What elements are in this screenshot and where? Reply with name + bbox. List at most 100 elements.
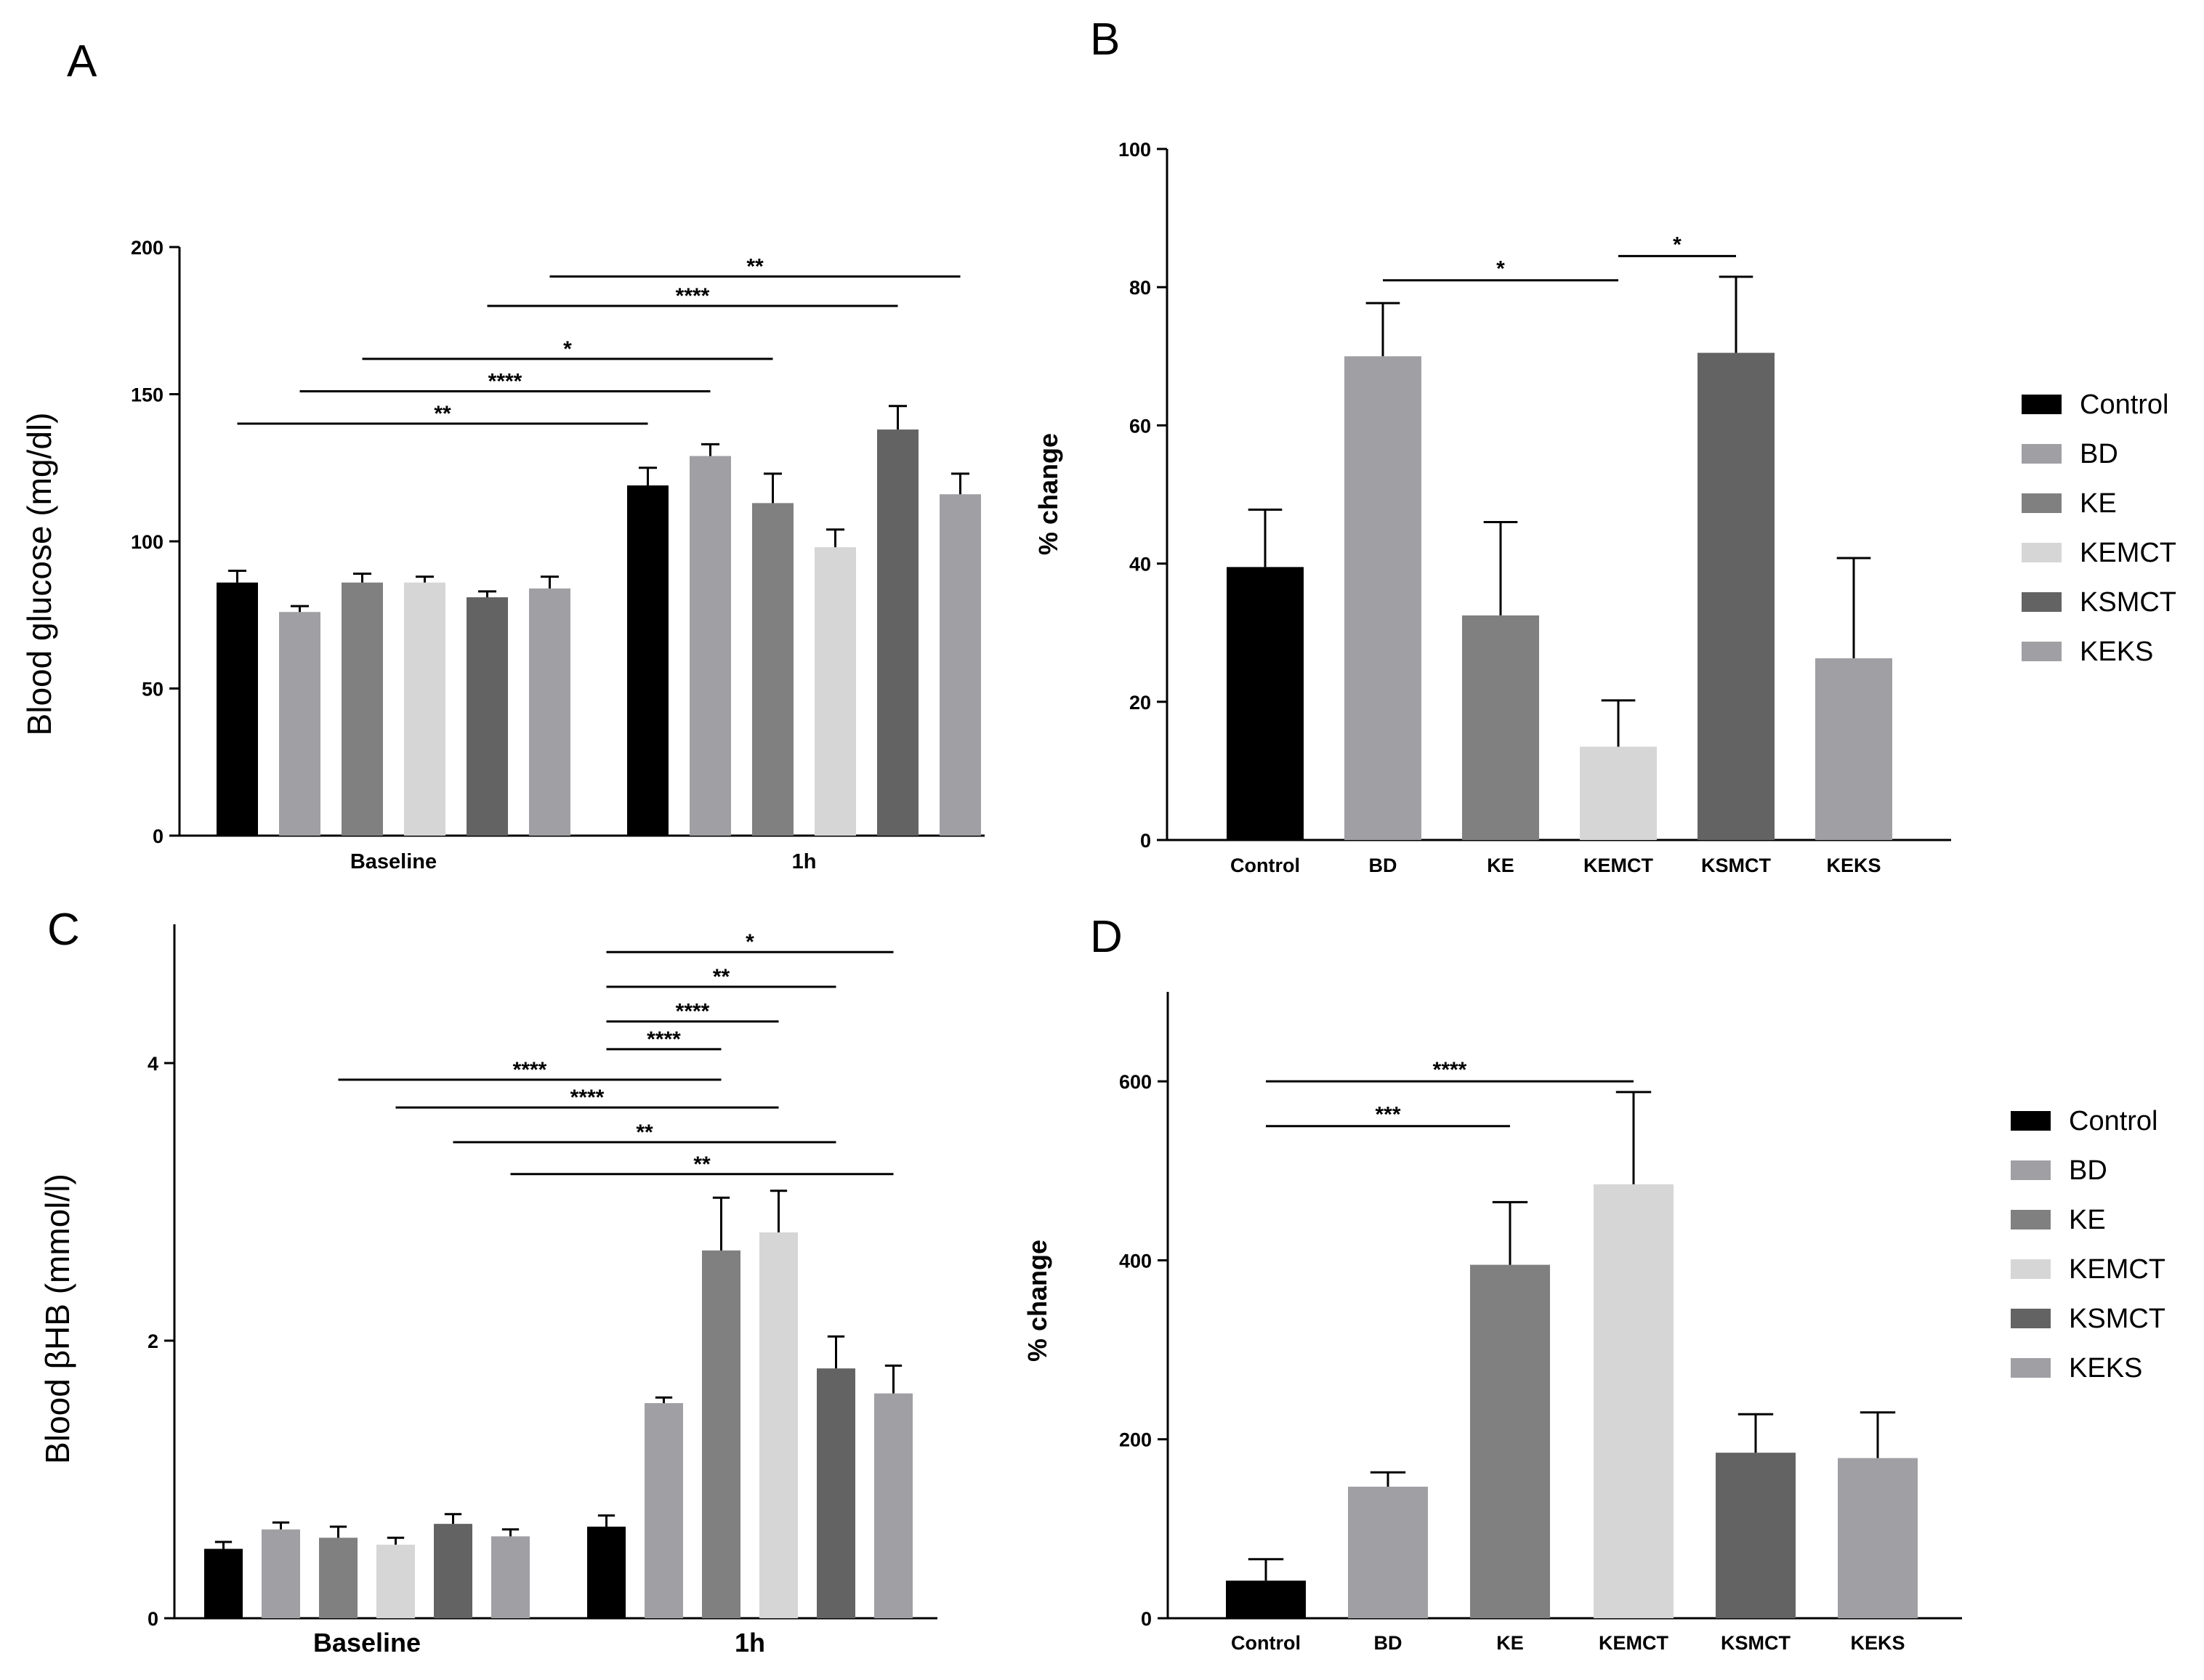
y-tick-label: 150 <box>131 384 164 406</box>
x-category-label: 1h <box>792 850 817 873</box>
legend-top: Control BD KE KEMCT KSMCT KEKS <box>2022 389 2176 667</box>
significance-label: ** <box>713 965 730 989</box>
legend-label: KEKS <box>2080 637 2153 667</box>
bar <box>1462 615 1539 840</box>
significance-label: **** <box>676 284 710 308</box>
bar <box>204 1548 243 1618</box>
y-axis-label: % change <box>1022 1240 1052 1362</box>
bar <box>529 588 570 836</box>
legend-bottom: Control BD KE KEMCT KSMCT KEKS <box>2011 1106 2165 1384</box>
bar <box>1838 1458 1918 1618</box>
legend-swatch <box>2011 1160 2051 1180</box>
legend-swatch <box>2022 444 2062 464</box>
bar <box>645 1402 683 1618</box>
legend-swatch <box>2022 395 2062 414</box>
bar <box>217 582 258 836</box>
significance-label: * <box>1496 257 1505 281</box>
bar <box>1470 1264 1550 1618</box>
x-category-label: Control <box>1230 855 1300 876</box>
bar <box>262 1529 300 1618</box>
legend-label: KSMCT <box>2069 1304 2165 1334</box>
bar <box>817 1368 855 1618</box>
x-category-label: 1h <box>735 1628 765 1657</box>
panel-label-b: B <box>1090 15 1120 65</box>
x-category-label: BD <box>1374 1632 1402 1654</box>
bar <box>759 1232 798 1618</box>
significance-label: ** <box>434 402 451 426</box>
y-axis-label: % change <box>1033 433 1063 555</box>
y-tick-label: 200 <box>131 237 164 259</box>
legend-swatch <box>2022 592 2062 612</box>
legend-swatch <box>2022 543 2062 562</box>
significance-label: ** <box>693 1152 711 1176</box>
y-tick-label: 2 <box>148 1330 158 1352</box>
y-tick-label: 0 <box>1140 830 1151 852</box>
x-category-label: Baseline <box>313 1628 421 1657</box>
x-category-label: KSMCT <box>1721 1632 1791 1654</box>
bar <box>1594 1184 1674 1618</box>
significance-label: **** <box>676 1000 710 1024</box>
bar <box>815 547 856 836</box>
x-category-label: KE <box>1487 855 1514 876</box>
y-tick-label: 400 <box>1119 1250 1152 1272</box>
bar <box>877 429 919 836</box>
significance-label: **** <box>570 1086 605 1110</box>
legend-swatch <box>2011 1111 2051 1131</box>
panel-label-c: C <box>47 905 80 955</box>
significance-label: *** <box>1375 1103 1400 1127</box>
legend-swatch <box>2011 1259 2051 1279</box>
legend-label: Control <box>2069 1106 2158 1136</box>
bar <box>1716 1453 1796 1618</box>
significance-label: **** <box>488 369 522 393</box>
significance-label: ** <box>636 1120 653 1144</box>
significance-label: * <box>746 930 754 954</box>
x-category-label: KSMCT <box>1701 855 1771 876</box>
significance-label: **** <box>1433 1058 1467 1082</box>
y-tick-label: 80 <box>1129 277 1151 299</box>
legend-label: Control <box>2080 389 2169 420</box>
significance-label: **** <box>513 1058 547 1082</box>
legend-label: KEKS <box>2069 1353 2142 1384</box>
legend-label: KSMCT <box>2080 587 2176 618</box>
bar <box>627 485 669 836</box>
chart-panel-b: % change 0 20 40 60 80 100 * * Control BD KE KEMCT K… <box>1033 139 1951 876</box>
legend-label: KE <box>2080 488 2117 519</box>
chart-panel-a: Blood glucose (mg/dl) 050100150200******… <box>20 237 985 873</box>
bar <box>1227 567 1304 840</box>
bar <box>1815 658 1892 840</box>
bar <box>587 1526 626 1618</box>
x-category-label: KEMCT <box>1599 1632 1668 1654</box>
x-category-label: KEMCT <box>1583 855 1653 876</box>
y-tick-label: 100 <box>131 531 164 553</box>
y-tick-label: 0 <box>1141 1608 1152 1630</box>
bar <box>752 503 794 836</box>
panel-label-d: D <box>1090 912 1123 962</box>
significance-label: **** <box>647 1027 681 1051</box>
legend-swatch <box>2022 642 2062 661</box>
x-category-label: BD <box>1369 855 1397 876</box>
y-tick-label: 200 <box>1119 1429 1152 1451</box>
legend-swatch <box>2011 1210 2051 1229</box>
y-tick-label: 40 <box>1129 554 1151 576</box>
chart-panel-c: Blood βHB (mmol/l) 024 ******************… <box>39 924 937 1657</box>
bar <box>702 1250 740 1618</box>
x-category-label: KEKS <box>1826 855 1881 876</box>
x-category-label: Baseline <box>350 850 437 873</box>
y-tick-label: 600 <box>1119 1071 1152 1093</box>
bar <box>874 1393 913 1618</box>
bar <box>491 1536 530 1618</box>
legend-swatch <box>2022 493 2062 513</box>
y-tick-label: 0 <box>148 1608 158 1630</box>
bar <box>279 612 320 836</box>
panel-label-a: A <box>67 36 97 86</box>
legend-swatch <box>2011 1309 2051 1328</box>
bar <box>1698 352 1775 840</box>
bar <box>319 1538 358 1618</box>
bar <box>434 1524 472 1618</box>
y-tick-label: 4 <box>148 1053 158 1075</box>
significance-label: ** <box>746 255 764 279</box>
bar <box>404 582 445 836</box>
y-axis-label: Blood glucose (mg/dl) <box>20 413 58 736</box>
